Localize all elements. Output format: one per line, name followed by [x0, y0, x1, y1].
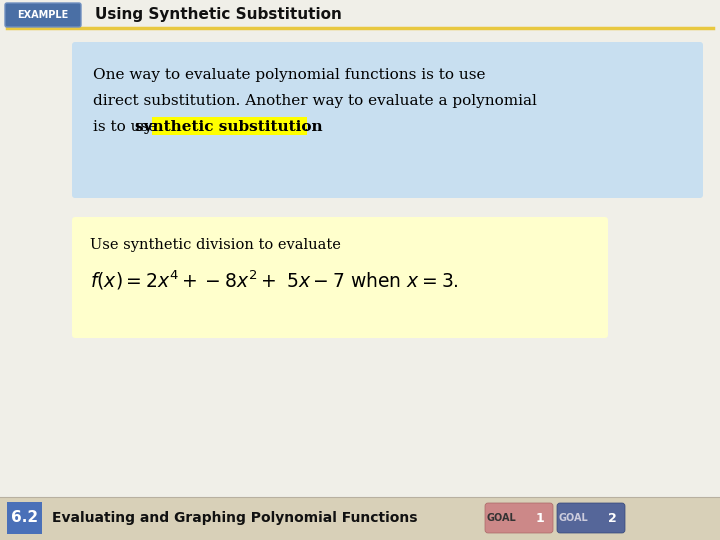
Text: 6.2: 6.2: [11, 510, 38, 525]
Text: EXAMPLE: EXAMPLE: [17, 10, 68, 20]
Text: Use synthetic division to evaluate: Use synthetic division to evaluate: [90, 238, 341, 252]
Text: GOAL: GOAL: [558, 513, 588, 523]
Text: 1: 1: [536, 511, 544, 524]
Bar: [7, 502, 42, 534]
Text: direct substitution. Another way to evaluate a polynomial: direct substitution. Another way to eval…: [93, 94, 537, 108]
Bar: [151, 117, 307, 135]
Text: One way to evaluate polynomial functions is to use: One way to evaluate polynomial functions…: [93, 68, 485, 82]
FancyBboxPatch shape: [557, 503, 625, 533]
Text: .: .: [304, 120, 309, 134]
Text: is to use: is to use: [93, 120, 162, 134]
FancyBboxPatch shape: [5, 3, 81, 27]
FancyBboxPatch shape: [72, 217, 608, 338]
Text: 2: 2: [608, 511, 616, 524]
FancyBboxPatch shape: [72, 42, 703, 198]
Text: GOAL: GOAL: [486, 513, 516, 523]
Text: synthetic substitution: synthetic substitution: [135, 120, 323, 134]
Text: Evaluating and Graphing Polynomial Functions: Evaluating and Graphing Polynomial Funct…: [52, 511, 418, 525]
Bar: [0, 497, 720, 540]
FancyBboxPatch shape: [485, 503, 553, 533]
Text: Using Synthetic Substitution: Using Synthetic Substitution: [95, 8, 342, 23]
Text: $\mathit{f}(\mathit{x}) = 2\mathit{x}^4 + -8\mathit{x}^2 +\ 5\mathit{x} - 7\ \ma: $\mathit{f}(\mathit{x}) = 2\mathit{x}^4 …: [90, 269, 459, 293]
